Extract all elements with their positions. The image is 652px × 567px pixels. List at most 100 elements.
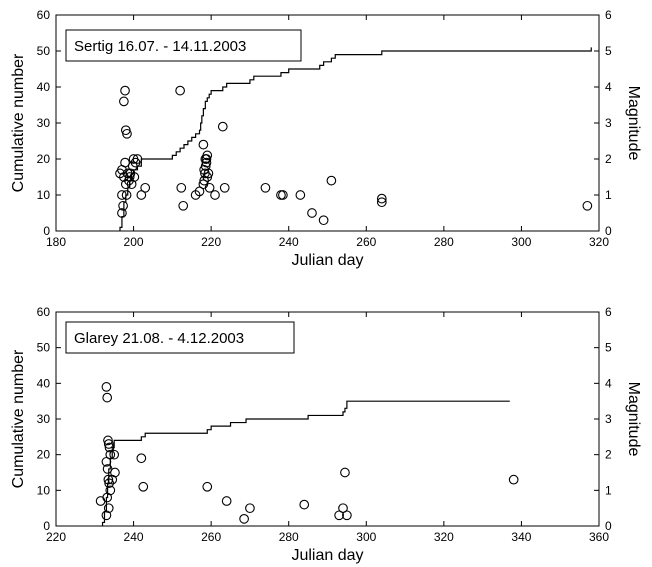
magnitude-point — [101, 456, 112, 467]
magnitude-point — [217, 121, 228, 132]
x-tick-label: 300 — [511, 235, 531, 249]
y2-tick-label: 4 — [605, 80, 612, 94]
magnitude-point — [117, 190, 127, 200]
magnitude-point — [204, 182, 215, 193]
y2-tick-label: 6 — [605, 8, 612, 22]
magnitude-point — [120, 157, 130, 168]
magnitude-point — [318, 215, 329, 226]
magnitude-point — [101, 510, 112, 521]
y2-tick-label: 2 — [605, 448, 612, 462]
x-tick-label: 320 — [434, 530, 454, 544]
magnitude-point — [107, 474, 118, 485]
y-axis-label: Cumulative number — [10, 53, 27, 192]
chart-title: Sertig 16.07. - 14.11.2003 — [74, 38, 246, 55]
magnitude-point — [136, 453, 147, 464]
magnitude-point — [340, 467, 350, 478]
magnitude-point — [104, 442, 115, 453]
x-tick-label: 180 — [46, 235, 66, 249]
magnitude-point — [110, 467, 120, 478]
y-tick-label: 30 — [37, 412, 51, 426]
x-tick-label: 240 — [279, 235, 299, 249]
x-tick-label: 300 — [356, 530, 376, 544]
y-tick-label: 20 — [37, 152, 51, 166]
x-tick-label: 320 — [589, 235, 609, 249]
magnitude-point — [307, 208, 317, 218]
x-tick-label: 360 — [589, 530, 609, 544]
magnitude-point — [376, 193, 387, 204]
y-tick-label: 10 — [37, 483, 51, 497]
magnitude-point — [221, 496, 232, 506]
magnitude-point — [260, 182, 271, 193]
y-tick-label: 60 — [37, 305, 51, 319]
magnitude-point — [118, 200, 128, 211]
magnitude-point — [101, 382, 112, 392]
y2-tick-label: 4 — [605, 376, 612, 390]
y2-tick-label: 5 — [605, 341, 612, 355]
sertig-panel: 180 200 220 240 260 280 300 3200102030405060012… — [10, 8, 642, 269]
y2-tick-label: 1 — [605, 188, 612, 202]
magnitude-point — [199, 164, 210, 175]
magnitude-point — [122, 128, 132, 139]
magnitude-point — [210, 190, 220, 200]
y-tick-label: 30 — [37, 116, 51, 130]
magnitude-point — [102, 492, 113, 503]
magnitude-point — [109, 449, 120, 460]
magnitude-point — [138, 481, 149, 492]
y2-axis-label: Magnitude — [625, 382, 642, 457]
title-box — [65, 321, 295, 354]
magnitude-point — [95, 496, 106, 506]
magnitude-point — [120, 85, 130, 96]
magnitude-point — [276, 190, 286, 200]
magnitude-point — [129, 172, 140, 182]
magnitude-point — [102, 392, 113, 403]
x-tick-label: 260 — [201, 530, 221, 544]
y-tick-label: 60 — [37, 8, 51, 22]
magnitude-point — [103, 435, 113, 446]
y-tick-label: 20 — [37, 448, 51, 462]
magnitude-point — [124, 172, 135, 182]
magnitude-point — [126, 179, 137, 190]
glarey-panel: 220 240 260 280 300 320 340 3600102030405060012… — [10, 305, 642, 564]
magnitude-point — [103, 439, 114, 449]
x-tick-label: 220 — [201, 235, 221, 249]
magnitude-point — [121, 190, 132, 200]
y2-axis-label: Magnitude — [625, 86, 642, 161]
y2-tick-label: 5 — [605, 44, 612, 58]
y-tick-label: 10 — [37, 188, 51, 202]
magnitude-point — [245, 503, 255, 514]
y2-tick-label: 0 — [605, 519, 612, 533]
x-tick-label: 280 — [434, 235, 454, 249]
y-tick-label: 40 — [37, 80, 51, 94]
magnitude-point — [299, 499, 310, 510]
magnitude-point — [376, 197, 387, 208]
magnitude-point — [198, 139, 209, 150]
x-tick-label: 240 — [124, 530, 144, 544]
y2-tick-label: 1 — [605, 483, 612, 497]
y-tick-label: 50 — [37, 44, 51, 58]
y2-tick-label: 3 — [605, 116, 612, 130]
x-tick-label: 220 — [46, 530, 66, 544]
x-tick-label: 280 — [279, 530, 299, 544]
magnitude-point — [119, 96, 129, 107]
magnitude-point — [582, 200, 593, 211]
magnitude-point — [117, 208, 127, 218]
y2-tick-label: 6 — [605, 305, 612, 319]
magnitude-point — [178, 200, 189, 211]
y-tick-label: 0 — [43, 519, 50, 533]
x-tick-label: 200 — [124, 235, 144, 249]
magnitude-point — [175, 85, 185, 96]
magnitude-point — [239, 514, 249, 524]
magnitude-point — [295, 190, 306, 200]
magnitude-point — [176, 182, 187, 193]
x-tick-label: 340 — [511, 530, 531, 544]
y-tick-label: 40 — [37, 376, 51, 390]
cumulative-step-line — [119, 47, 592, 231]
cumulative-step-line — [101, 400, 510, 526]
magnitude-point — [140, 182, 151, 193]
chart-title: Glarey 21.08. - 4.12.2003 — [74, 330, 244, 347]
x-tick-label: 260 — [356, 235, 376, 249]
y2-tick-label: 2 — [605, 152, 612, 166]
magnitude-point — [219, 182, 230, 193]
magnitude-point — [202, 481, 213, 492]
